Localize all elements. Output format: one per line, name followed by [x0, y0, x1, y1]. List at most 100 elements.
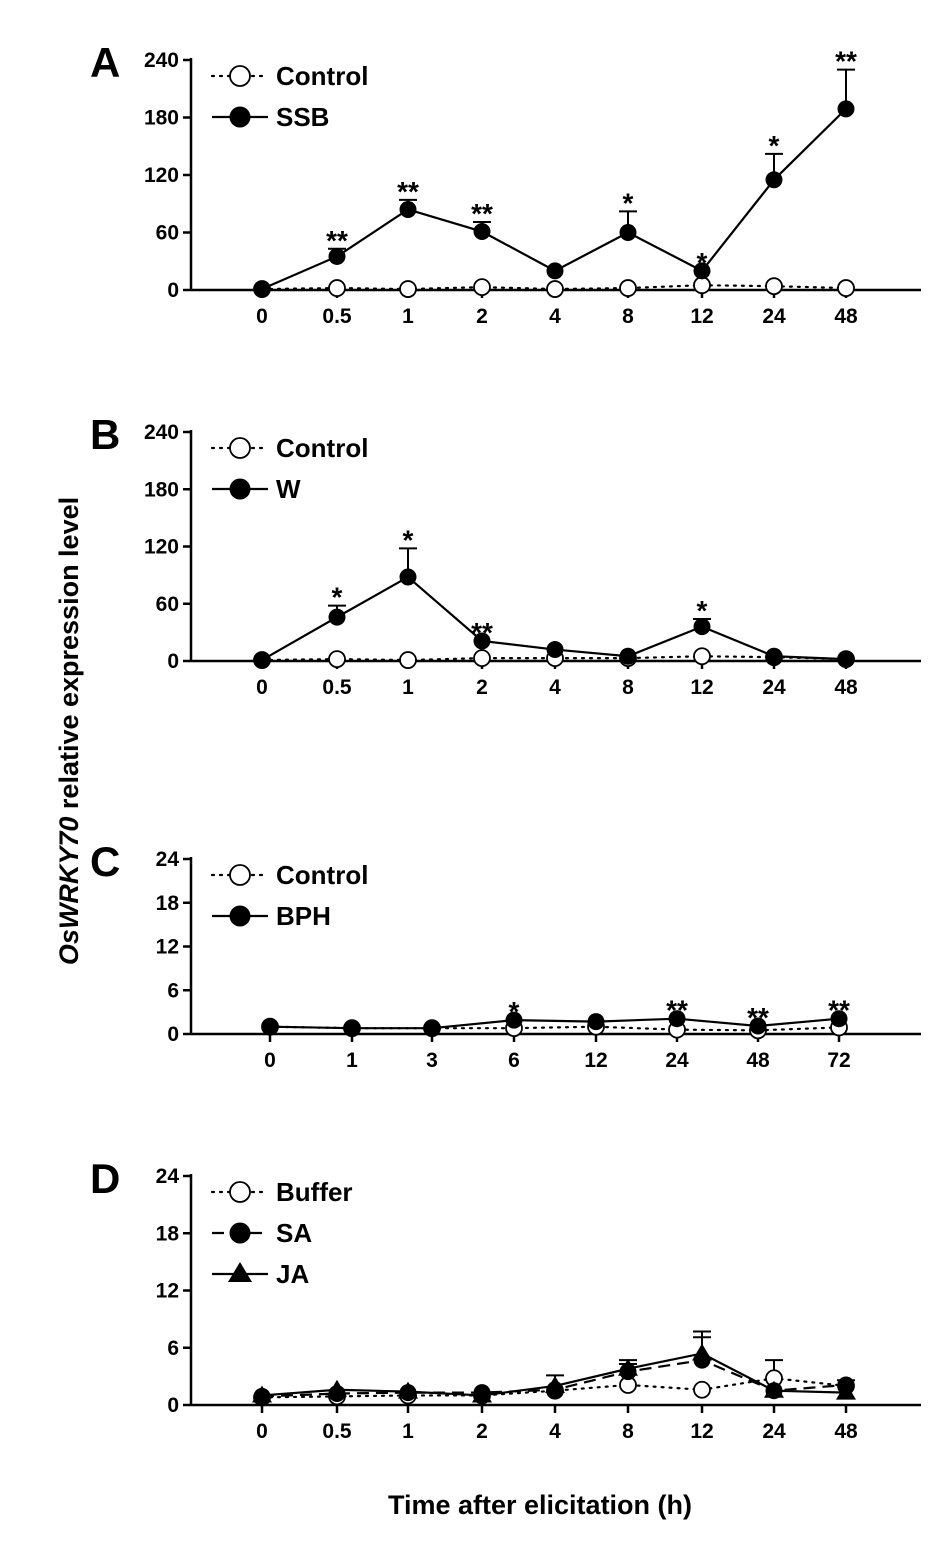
data-point — [587, 1013, 605, 1031]
significance-marker: * — [509, 996, 520, 1027]
x-tick-label: 0.5 — [322, 305, 352, 328]
data-point — [836, 1382, 856, 1400]
x-tick-label: 24 — [665, 1049, 689, 1072]
data-point — [473, 649, 491, 668]
data-point — [423, 1019, 441, 1037]
x-tick-label: 6 — [508, 1049, 520, 1072]
x-tick-label: 0.5 — [322, 1420, 352, 1443]
legend-marker — [228, 1262, 252, 1282]
data-point — [473, 278, 491, 297]
x-tick-label: 0 — [256, 305, 268, 328]
data-point — [505, 1011, 523, 1029]
data-point — [473, 632, 491, 650]
y-axis-label: OsWRKY70 relative expression level — [54, 497, 84, 965]
significance-marker: * — [697, 247, 708, 278]
series-line — [261, 108, 847, 291]
significance-marker: ** — [828, 995, 850, 1026]
data-point — [693, 262, 711, 280]
data-point — [837, 650, 855, 668]
significance-marker: * — [332, 582, 343, 613]
x-tick-label: 1 — [402, 1420, 414, 1443]
y-tick-label: 18 — [156, 892, 180, 915]
data-point — [328, 608, 346, 626]
series-line — [260, 284, 848, 291]
x-tick-label: 0.5 — [322, 676, 352, 699]
x-tick-label: 8 — [622, 1420, 634, 1443]
data-point — [668, 1010, 686, 1028]
y-tick-label: 18 — [156, 1222, 180, 1245]
panel-letter: B — [90, 411, 120, 458]
y-tick-label: 240 — [144, 421, 179, 444]
y-tick-label: 12 — [156, 936, 179, 959]
legend-label: W — [276, 474, 301, 504]
x-tick-label: 12 — [690, 305, 713, 328]
significance-marker: ** — [397, 176, 419, 207]
legend-label: Buffer — [276, 1177, 353, 1207]
legend-marker — [229, 905, 251, 927]
legend-marker — [229, 1181, 251, 1203]
data-point — [545, 1375, 565, 1393]
data-point — [327, 1379, 347, 1397]
data-point — [618, 1358, 638, 1376]
significance-marker: ** — [747, 1002, 769, 1033]
series-line — [269, 1017, 840, 1030]
data-point — [343, 1019, 361, 1037]
significance-marker: ** — [326, 225, 348, 256]
legend-marker — [229, 437, 251, 459]
y-tick-label: 120 — [144, 536, 179, 559]
y-tick-label: 240 — [144, 49, 179, 72]
y-tick-label: 12 — [156, 1280, 179, 1303]
data-point — [253, 651, 271, 669]
data-point — [398, 1381, 418, 1399]
significance-marker: ** — [471, 617, 493, 648]
y-tick-label: 24 — [156, 1165, 180, 1188]
data-point — [399, 201, 417, 218]
y-tick-label: 0 — [167, 279, 179, 302]
data-point — [328, 279, 346, 297]
data-point — [328, 650, 346, 668]
significance-marker: ** — [666, 995, 688, 1026]
x-tick-label: 0 — [256, 1420, 268, 1443]
legend-label: Control — [276, 433, 368, 463]
data-point — [693, 276, 711, 295]
data-point — [693, 1380, 711, 1399]
significance-marker: ** — [835, 46, 857, 77]
x-tick-label: 12 — [690, 1420, 713, 1443]
legend-marker — [229, 65, 251, 87]
x-tick-label: 24 — [762, 305, 786, 328]
x-tick-label: 72 — [827, 1049, 850, 1072]
x-tick-label: 2 — [476, 676, 488, 699]
significance-marker: * — [403, 524, 414, 555]
legend-marker — [229, 864, 251, 886]
significance-marker: ** — [471, 198, 493, 229]
data-point — [693, 647, 711, 666]
y-tick-label: 180 — [144, 478, 179, 501]
x-tick-label: 12 — [690, 676, 713, 699]
significance-marker: * — [697, 595, 708, 626]
x-tick-label: 8 — [622, 305, 634, 328]
data-point — [399, 651, 417, 669]
x-axis-label: Time after elicitation (h) — [388, 1490, 692, 1520]
y-tick-label: 120 — [144, 164, 179, 187]
y-tick-label: 6 — [167, 979, 179, 1002]
data-point — [765, 277, 783, 296]
panel-letter: C — [90, 838, 120, 885]
legend-label: Control — [276, 61, 368, 91]
legend-label: SA — [276, 1218, 312, 1248]
legend-marker — [229, 478, 251, 500]
x-tick-label: 1 — [402, 676, 414, 699]
data-point — [692, 1343, 712, 1361]
legend-marker — [229, 106, 251, 128]
y-tick-label: 60 — [156, 593, 179, 616]
x-tick-label: 4 — [549, 305, 561, 328]
data-point — [399, 280, 417, 298]
x-tick-label: 1 — [346, 1049, 358, 1072]
x-tick-label: 3 — [426, 1049, 438, 1072]
x-tick-label: 48 — [834, 676, 858, 699]
y-tick-label: 0 — [167, 1394, 179, 1417]
